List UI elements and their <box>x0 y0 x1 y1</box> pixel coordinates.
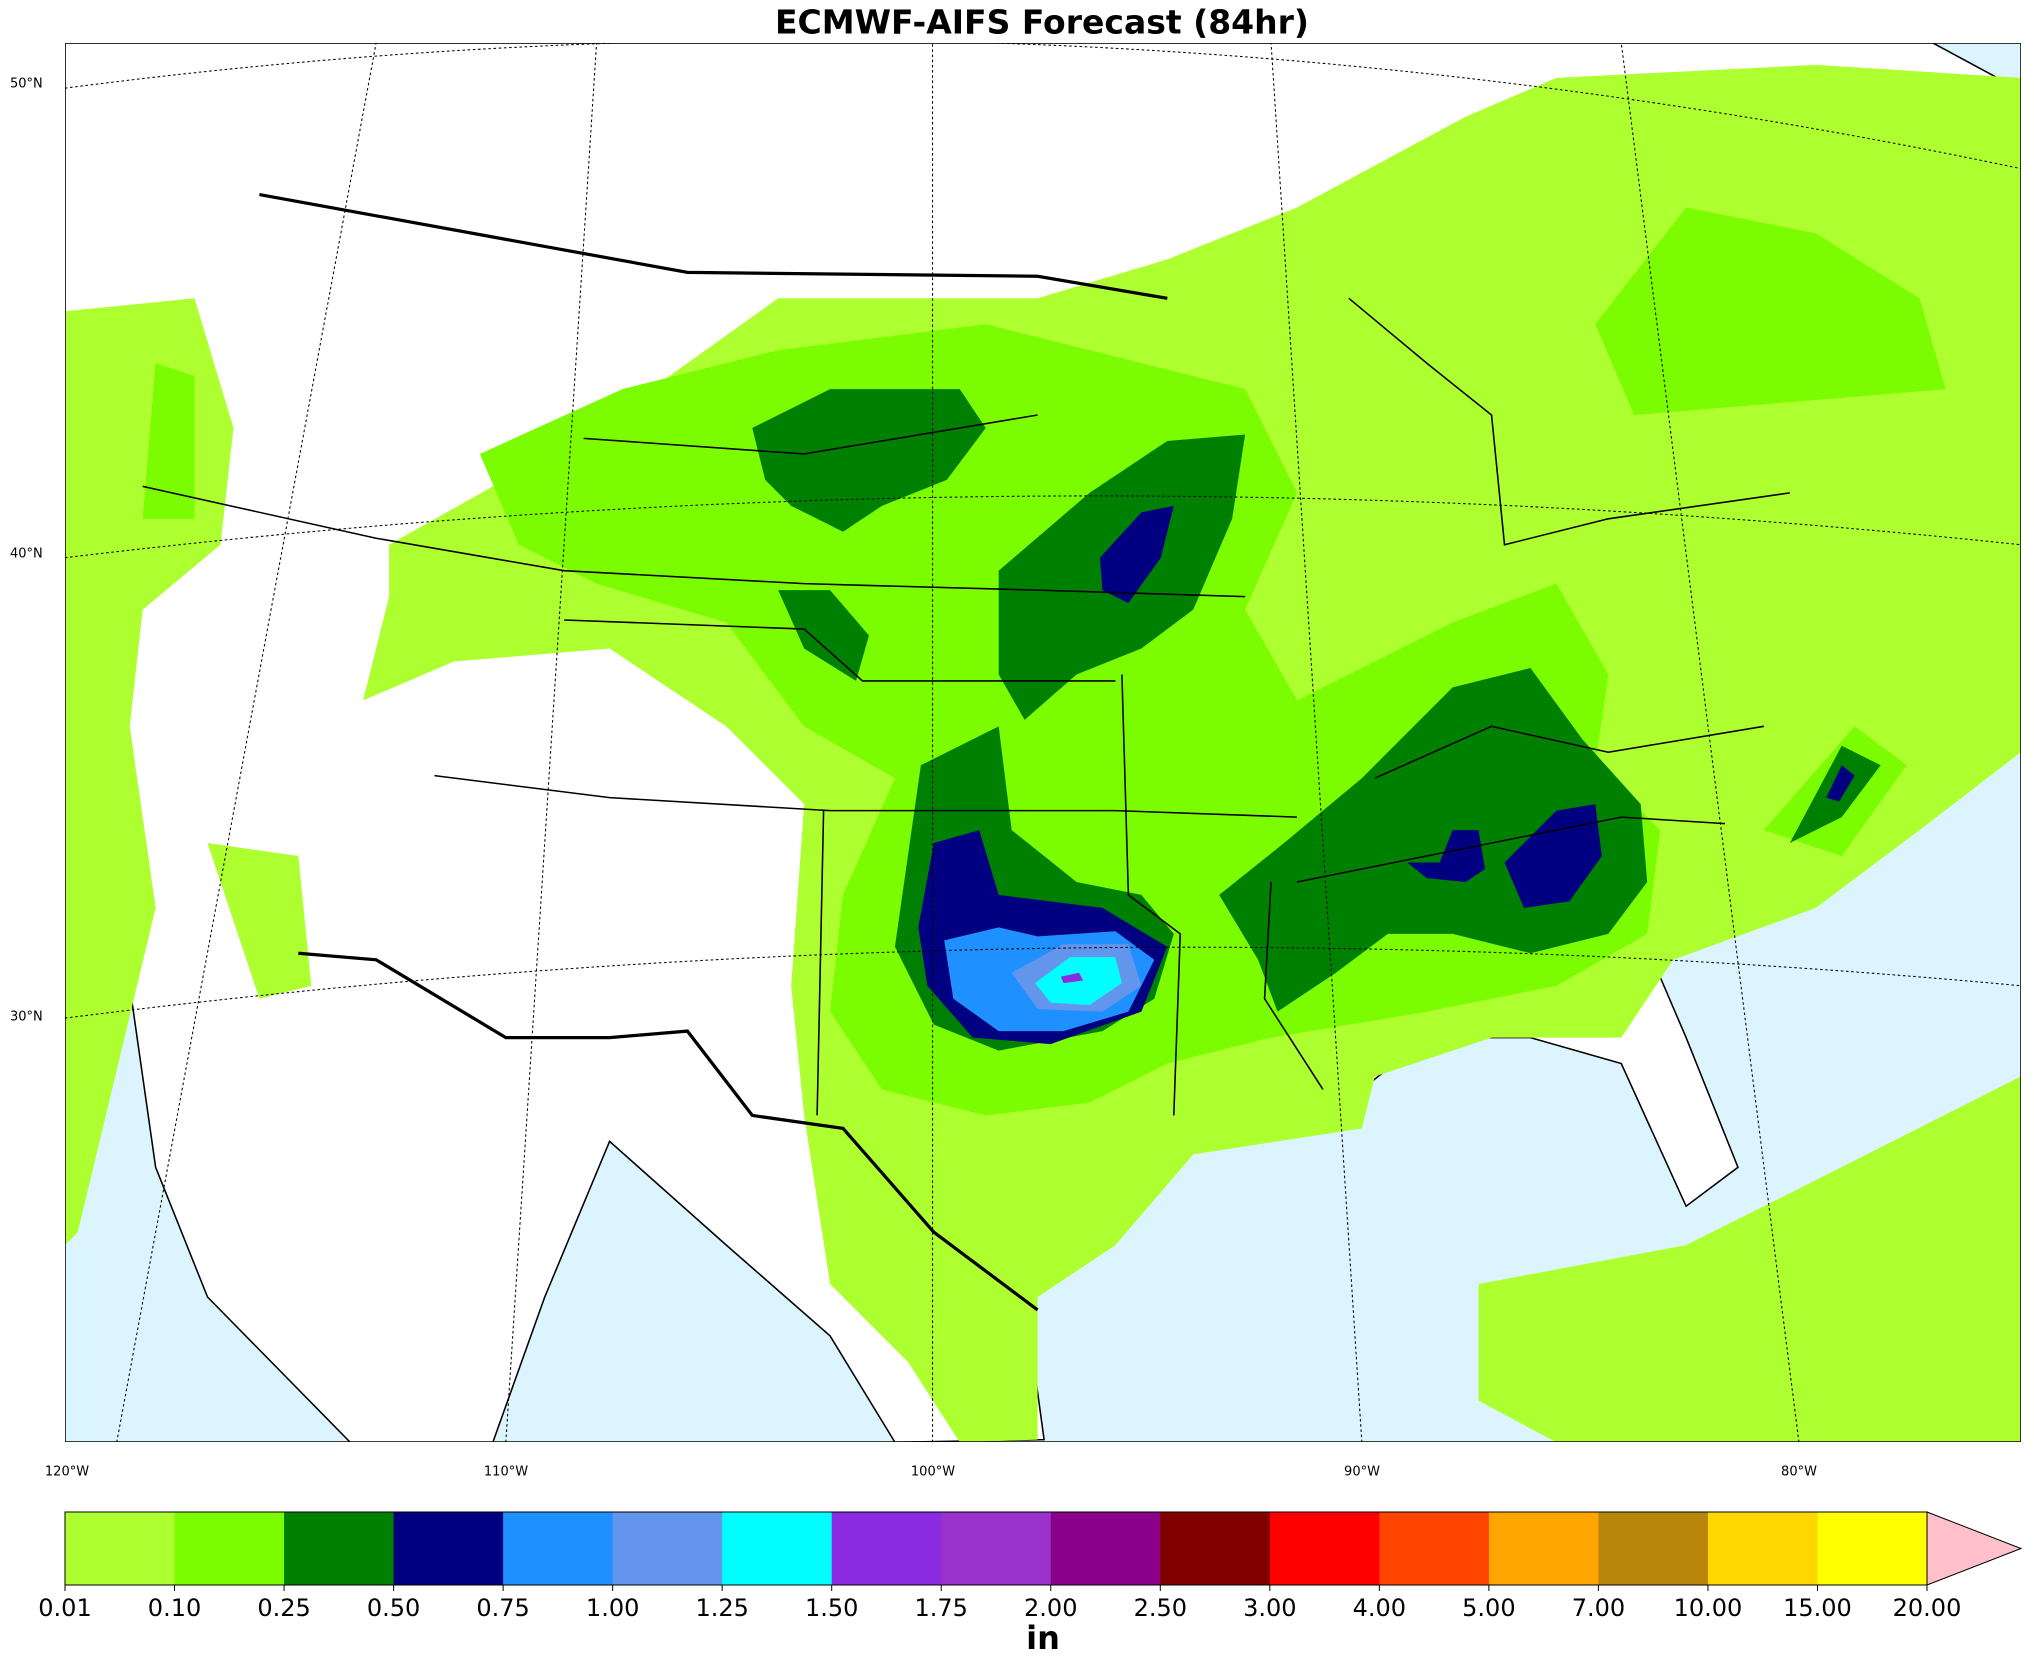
colorbar-tick-label: 0.75 <box>476 1594 529 1622</box>
lon-label: 120°W <box>45 1465 89 1480</box>
colorbar-tick-label: 7.00 <box>1572 1594 1625 1622</box>
colorbar-tick-label: 20.00 <box>1893 1594 1962 1622</box>
colorbar-segment <box>612 1512 723 1585</box>
lat-label: 50°N <box>10 77 43 92</box>
colorbar-extend <box>1926 1511 2023 1586</box>
colorbar-tick-label: 5.00 <box>1462 1594 1515 1622</box>
colorbar-tick-label: 1.75 <box>915 1594 968 1622</box>
lat-label: 40°N <box>10 547 43 562</box>
colorbar-segment <box>1269 1512 1380 1585</box>
colorbar-segment <box>1598 1512 1709 1585</box>
map-features <box>65 43 2021 1442</box>
precip-dark-green <box>752 389 1881 1051</box>
colorbar-tick-label: 2.50 <box>1134 1594 1187 1622</box>
colorbar-tick-label: 1.25 <box>695 1594 748 1622</box>
colorbar-segment <box>284 1512 395 1585</box>
lon-label: 110°W <box>484 1465 528 1480</box>
colorbar-tick-label: 0.25 <box>257 1594 310 1622</box>
colorbar-tick-label: 1.50 <box>805 1594 858 1622</box>
colorbar-tick-label: 3.00 <box>1243 1594 1296 1622</box>
colorbar-segment <box>1707 1512 1818 1585</box>
state-borders <box>142 192 1790 1312</box>
lon-label: 80°W <box>1781 1465 1817 1480</box>
colorbar-tick-label: 0.01 <box>38 1594 91 1622</box>
colorbar-tick-label: 2.00 <box>1024 1594 1077 1622</box>
colorbar-tick-label: 15.00 <box>1783 1594 1852 1622</box>
colorbar-tick-label: 1.00 <box>586 1594 639 1622</box>
colorbar-segment <box>1379 1512 1490 1585</box>
colorbar-tick-label: 0.50 <box>367 1594 420 1622</box>
map-title: ECMWF-AIFS Forecast (84hr) <box>775 3 1309 42</box>
lon-label: 100°W <box>911 1465 955 1480</box>
colorbar-segment <box>174 1512 285 1585</box>
map <box>65 43 2021 1442</box>
colorbar-segment <box>941 1512 1052 1585</box>
colorbar-segment <box>393 1512 504 1585</box>
colorbar-segment <box>65 1512 176 1585</box>
colorbar-segment <box>722 1512 833 1585</box>
colorbar-segment <box>1488 1512 1599 1585</box>
lat-label: 30°N <box>10 1010 43 1025</box>
colorbar-label: in <box>1026 1619 1060 1657</box>
colorbar-segment <box>1160 1512 1271 1585</box>
colorbar-tick-label: 4.00 <box>1353 1594 1406 1622</box>
colorbar-segment <box>831 1512 942 1585</box>
precip-cyan <box>1035 957 1122 1006</box>
colorbar-segment <box>1817 1512 1928 1585</box>
colorbar-segment <box>1050 1512 1161 1585</box>
graticule <box>65 43 2021 1442</box>
colorbar-tick-label: 0.10 <box>148 1594 201 1622</box>
colorbar-segment <box>503 1512 614 1585</box>
lon-label: 90°W <box>1344 1465 1380 1480</box>
colorbar-tick-label: 10.00 <box>1674 1594 1743 1622</box>
colorbar-frame <box>64 1511 1928 1586</box>
precip-violet <box>1060 972 1083 984</box>
